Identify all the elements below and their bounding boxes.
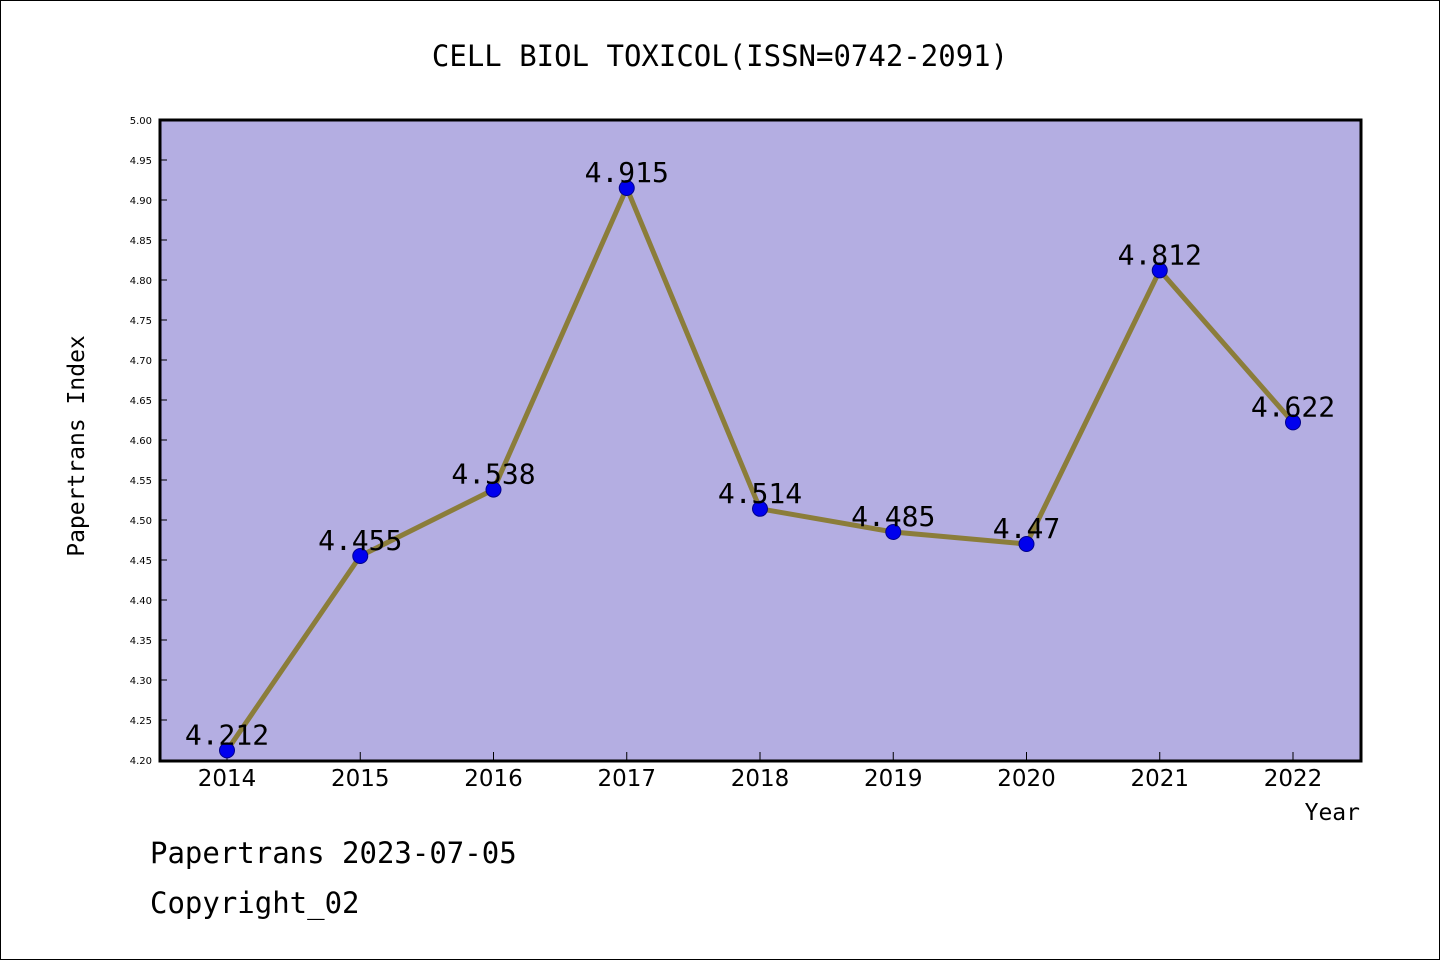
x-tick-label: 2020 xyxy=(997,766,1056,792)
data-label: 4.622 xyxy=(1251,390,1335,423)
y-tick-label: 4.60 xyxy=(130,436,152,447)
y-tick-label: 4.25 xyxy=(130,716,152,727)
data-point xyxy=(885,524,902,540)
y-tick-label: 4.40 xyxy=(130,596,152,607)
x-axis: 2014 2015 2016 2017 2018 2019 2020 2021 2022 xyxy=(198,752,1323,792)
x-tick-label: 2016 xyxy=(464,766,523,792)
y-tick-label: 4.45 xyxy=(130,556,152,567)
data-label: 4.514 xyxy=(718,477,802,510)
data-point xyxy=(219,742,235,759)
data-label: 4.455 xyxy=(318,524,402,557)
y-tick-label: 4.85 xyxy=(130,236,152,247)
data-point xyxy=(618,180,635,196)
x-tick-label: 2022 xyxy=(1264,766,1323,792)
y-tick-label: 4.30 xyxy=(130,676,152,687)
x-tick-label: 2021 xyxy=(1130,766,1189,792)
data-point xyxy=(752,500,768,517)
y-tick-label: 4.95 xyxy=(130,156,152,167)
y-tick-label: 4.55 xyxy=(130,476,152,487)
y-tick-label: 4.80 xyxy=(130,276,152,287)
data-label: 4.212 xyxy=(185,718,269,751)
y-tick-label: 4.20 xyxy=(130,756,152,767)
plot-area xyxy=(158,118,1363,763)
data-point xyxy=(352,548,369,564)
x-tick-label: 2014 xyxy=(198,766,257,792)
data-label: 4.47 xyxy=(993,512,1060,545)
y-axis: 4.20 4.25 4.30 4.35 4.40 4.45 4.50 4.55 4.60 4.65… xyxy=(130,116,167,767)
y-tick-label: 4.90 xyxy=(130,196,152,207)
data-point xyxy=(1018,536,1035,552)
x-tick-label: 2017 xyxy=(597,766,656,792)
data-label: 4.812 xyxy=(1118,238,1202,271)
y-tick-label: 4.65 xyxy=(130,396,152,407)
data-label: 4.915 xyxy=(585,156,669,189)
chart-title: CELL BIOL TOXICOL(ISSN=0742-2091) xyxy=(432,39,1008,73)
x-tick-label: 2019 xyxy=(864,766,923,792)
data-point xyxy=(1285,414,1301,431)
y-tick-label: 4.70 xyxy=(130,356,152,367)
x-axis-label: Year xyxy=(1305,800,1360,826)
data-label: 4.538 xyxy=(451,458,535,491)
y-tick-label: 4.50 xyxy=(130,516,152,527)
y-tick-label: 4.35 xyxy=(130,636,152,647)
footer-date: Papertrans 2023-07-05 xyxy=(150,836,517,870)
y-axis-label: Papertrans Index xyxy=(64,335,90,557)
data-point xyxy=(1151,262,1168,279)
data-label: 4.485 xyxy=(851,500,935,533)
data-point xyxy=(485,481,502,498)
data-labels: 4.212 4.455 4.538 4.915 4.514 4.485 4.47 4.812 4… xyxy=(185,156,1335,751)
footer-copyright: Copyright_02 xyxy=(150,886,360,920)
data-points xyxy=(219,180,1301,759)
y-tick-label: 5.00 xyxy=(130,116,152,127)
x-tick-label: 2018 xyxy=(731,766,790,792)
y-tick-label: 4.75 xyxy=(130,316,152,327)
x-tick-label: 2015 xyxy=(331,766,390,792)
